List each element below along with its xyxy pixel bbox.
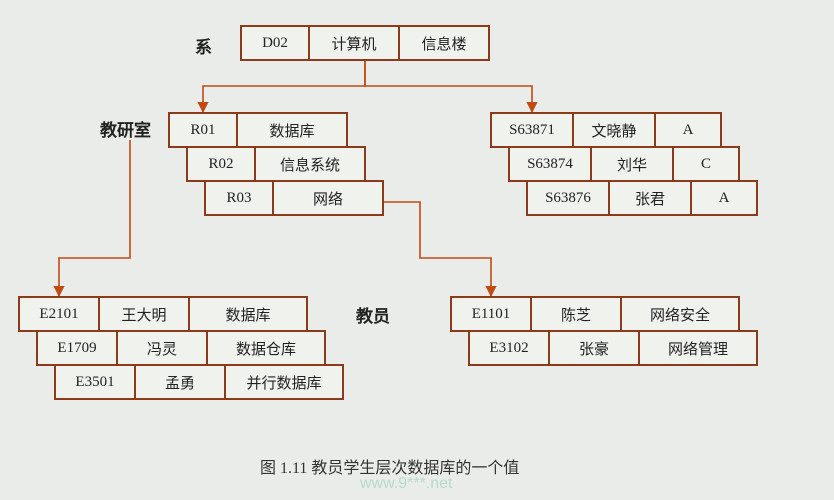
dept-building: 信息楼	[398, 25, 490, 61]
lab-code: R03	[204, 180, 274, 216]
teacher-course: 数据仓库	[206, 330, 326, 366]
student-grade: C	[672, 146, 740, 182]
label-lab: 教研室	[100, 116, 151, 141]
lab-name: 网络	[272, 180, 384, 216]
teacher-course: 网络安全	[620, 296, 740, 332]
student-name: 文晓静	[572, 112, 656, 148]
dept-code: D02	[240, 25, 310, 61]
student-id: S63874	[508, 146, 592, 182]
teacher-course: 并行数据库	[224, 364, 344, 400]
dept-name: 计算机	[308, 25, 400, 61]
lab-code: R01	[168, 112, 238, 148]
teacher-id: E3102	[468, 330, 550, 366]
teacher-course: 网络管理	[638, 330, 758, 366]
student-grade: A	[690, 180, 758, 216]
lab-name: 数据库	[236, 112, 348, 148]
teacher-id: E3501	[54, 364, 136, 400]
lab-code: R02	[186, 146, 256, 182]
student-id: S63876	[526, 180, 610, 216]
student-name: 刘华	[590, 146, 674, 182]
teacher-name: 孟勇	[134, 364, 226, 400]
teacher-course: 数据库	[188, 296, 308, 332]
teacher-name: 陈芝	[530, 296, 622, 332]
lab-name: 信息系统	[254, 146, 366, 182]
label-teacher: 教员	[356, 302, 390, 327]
teacher-name: 张豪	[548, 330, 640, 366]
teacher-id: E1709	[36, 330, 118, 366]
teacher-id: E2101	[18, 296, 100, 332]
connector-lines	[0, 0, 834, 500]
teacher-id: E1101	[450, 296, 532, 332]
watermark-text: www.9***.net	[360, 475, 453, 493]
student-grade: A	[654, 112, 722, 148]
teacher-name: 冯灵	[116, 330, 208, 366]
label-dept: 系	[195, 33, 212, 58]
student-name: 张君	[608, 180, 692, 216]
student-id: S63871	[490, 112, 574, 148]
teacher-name: 王大明	[98, 296, 190, 332]
